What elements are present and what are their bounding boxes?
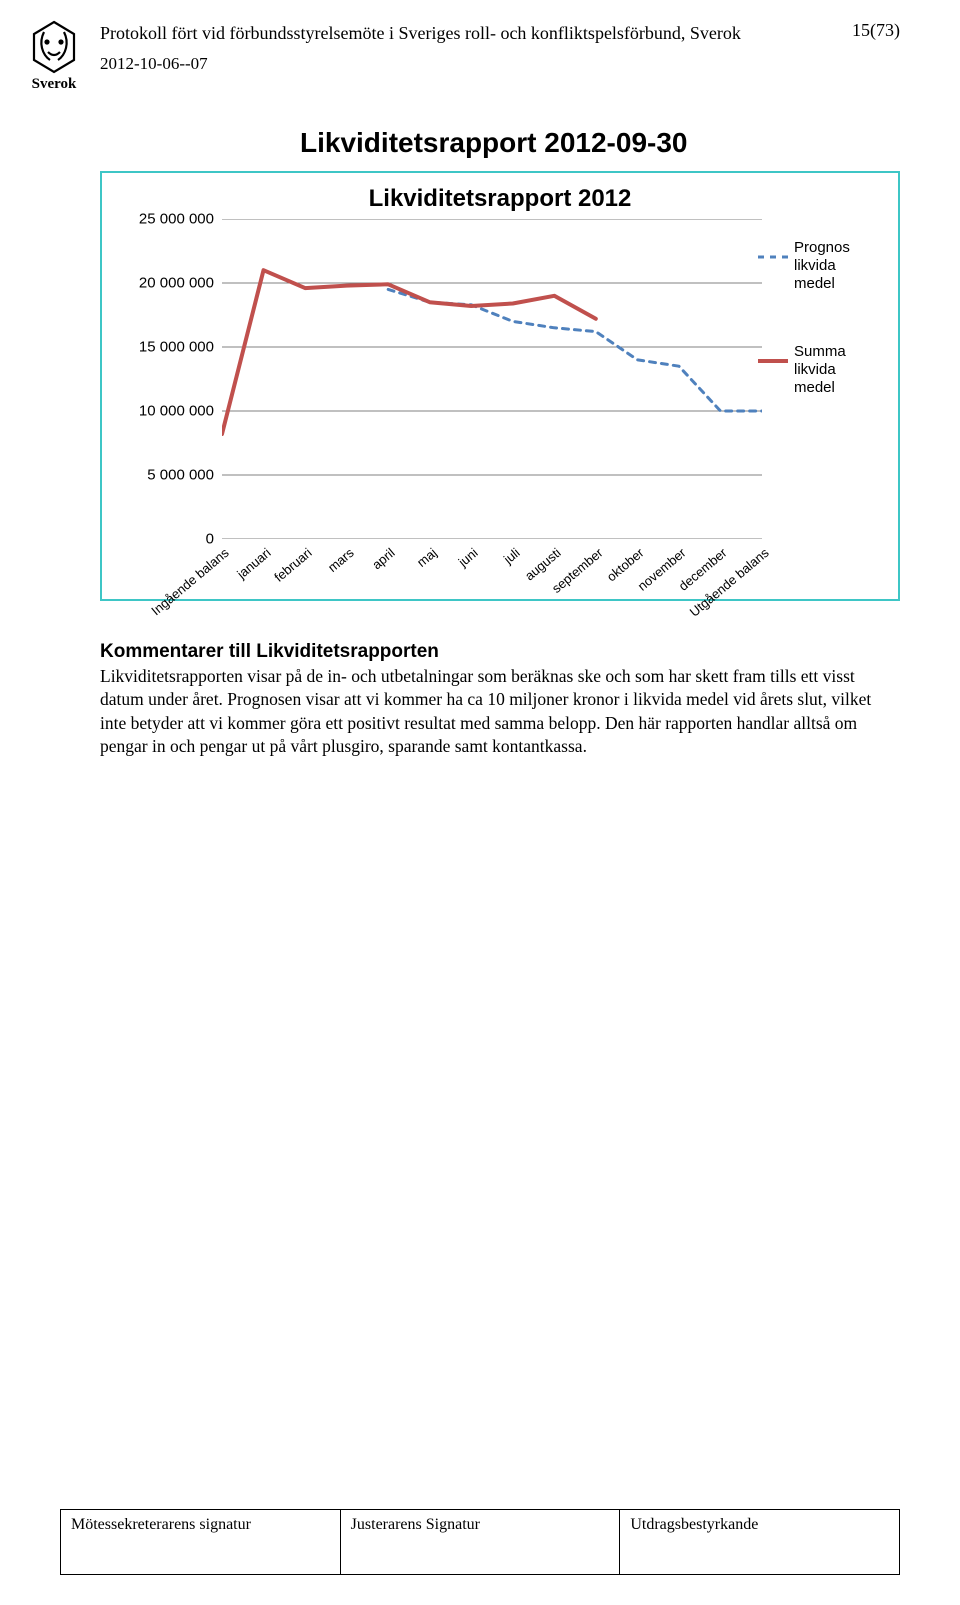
x-tick-label: april <box>369 545 397 572</box>
x-tick-label: Ingående balans <box>148 545 231 618</box>
footer-cell-extract: Utdragsbestyrkande <box>620 1510 899 1574</box>
x-tick-label: juli <box>501 545 523 567</box>
signature-footer: Mötessekreterarens signatur Justerarens … <box>60 1509 900 1575</box>
legend-label: Prognoslikvidamedel <box>794 239 850 293</box>
chart-legend: Prognoslikvidamedel Summalikvidamedel <box>758 239 878 447</box>
footer-cell-secretary: Mötessekreterarens signatur <box>61 1510 341 1574</box>
x-tick-label: mars <box>324 545 356 575</box>
commentary-body: Likviditetsrapporten visar på de in- och… <box>100 665 900 760</box>
y-axis-labels: 05 000 00010 000 00015 000 00020 000 000… <box>122 219 218 539</box>
commentary-title: Kommentarer till Likviditetsrapporten <box>100 641 900 663</box>
liquidity-chart: Likviditetsrapport 2012 0 5 000 000 10 000… <box>100 171 900 601</box>
x-axis-labels: Ingående balansjanuarifebruarimarsaprilm… <box>222 539 762 619</box>
section-title: Likviditetsrapport 2012-09-30 <box>300 127 900 159</box>
y-tick-label: 25 000 000 <box>139 210 214 227</box>
x-tick-label: januari <box>234 545 274 582</box>
page-title: Protokoll fört vid förbundsstyrelsemöte … <box>100 20 832 47</box>
legend-label: Summalikvidamedel <box>794 343 846 397</box>
x-tick-label: maj <box>414 545 440 570</box>
svg-text:Sverok: Sverok <box>32 76 77 92</box>
legend-item: Summalikvidamedel <box>758 343 878 397</box>
legend-swatch <box>758 247 788 264</box>
legend-swatch <box>758 351 788 368</box>
header-date: 2012-10-06--07 <box>100 51 832 77</box>
y-tick-label: 10 000 000 <box>139 402 214 419</box>
x-tick-label: februari <box>271 545 314 585</box>
x-tick-label: juni <box>456 545 481 570</box>
commentary-section: Kommentarer till Likviditetsrapporten Li… <box>100 641 900 760</box>
y-tick-label: 5 000 000 <box>147 466 214 483</box>
y-tick-label: 15 000 000 <box>139 338 214 355</box>
y-tick-label: 0 <box>206 530 214 547</box>
page-number: 15(73) <box>852 20 900 41</box>
footer-cell-adjuster: Justerarens Signatur <box>341 1510 621 1574</box>
sverok-logo: Sverok <box>14 12 94 97</box>
y-tick-label: 20 000 000 <box>139 274 214 291</box>
chart-title: Likviditetsrapport 2012 <box>122 185 878 213</box>
plot-area <box>222 219 762 539</box>
legend-item: Prognoslikvidamedel <box>758 239 878 293</box>
